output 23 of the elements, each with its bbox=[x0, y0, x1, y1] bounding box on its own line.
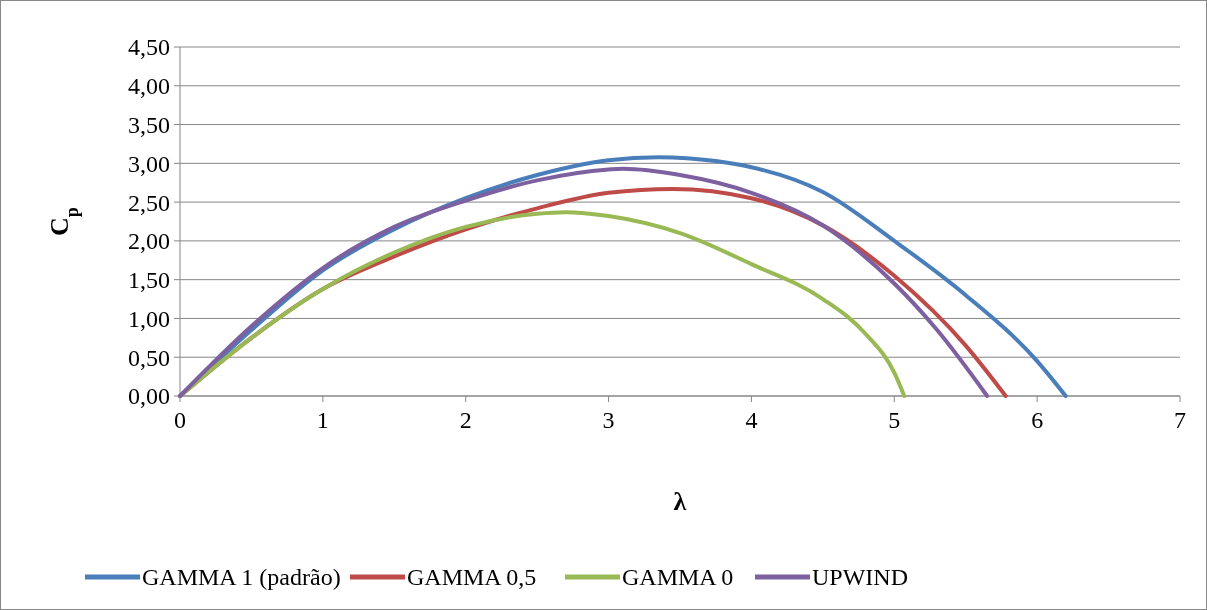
x-tick-label: 6 bbox=[1031, 407, 1044, 433]
y-tick-label: 2,00 bbox=[128, 228, 170, 255]
x-tick-label: 3 bbox=[602, 407, 615, 433]
x-tick-label: 1 bbox=[316, 407, 329, 433]
y-tick-label: 0,50 bbox=[128, 344, 170, 371]
y-tick-label: 4,00 bbox=[128, 73, 170, 100]
x-tick-label: 4 bbox=[745, 407, 758, 433]
y-tick-label: 1,00 bbox=[128, 305, 170, 332]
legend-label: GAMMA 0,5 bbox=[407, 564, 537, 590]
x-axis-title: λ bbox=[673, 487, 687, 516]
y-tick-label: 3,50 bbox=[128, 111, 170, 138]
y-tick-label: 3,00 bbox=[128, 150, 170, 177]
legend-label: UPWIND bbox=[812, 564, 908, 590]
y-tick-label: 0,00 bbox=[128, 383, 170, 410]
x-tick-label: 2 bbox=[459, 407, 472, 433]
y-tick-label: 2,50 bbox=[128, 189, 170, 216]
x-tick-label: 5 bbox=[888, 407, 901, 433]
legend-label: GAMMA 0 bbox=[622, 564, 734, 590]
y-tick-label: 1,50 bbox=[128, 267, 170, 294]
legend-label: GAMMA 1 (padrão) bbox=[142, 564, 341, 590]
x-tick-label: 7 bbox=[1174, 407, 1186, 433]
x-tick-label: 0 bbox=[174, 407, 186, 433]
y-tick-label: 4,50 bbox=[128, 34, 170, 61]
